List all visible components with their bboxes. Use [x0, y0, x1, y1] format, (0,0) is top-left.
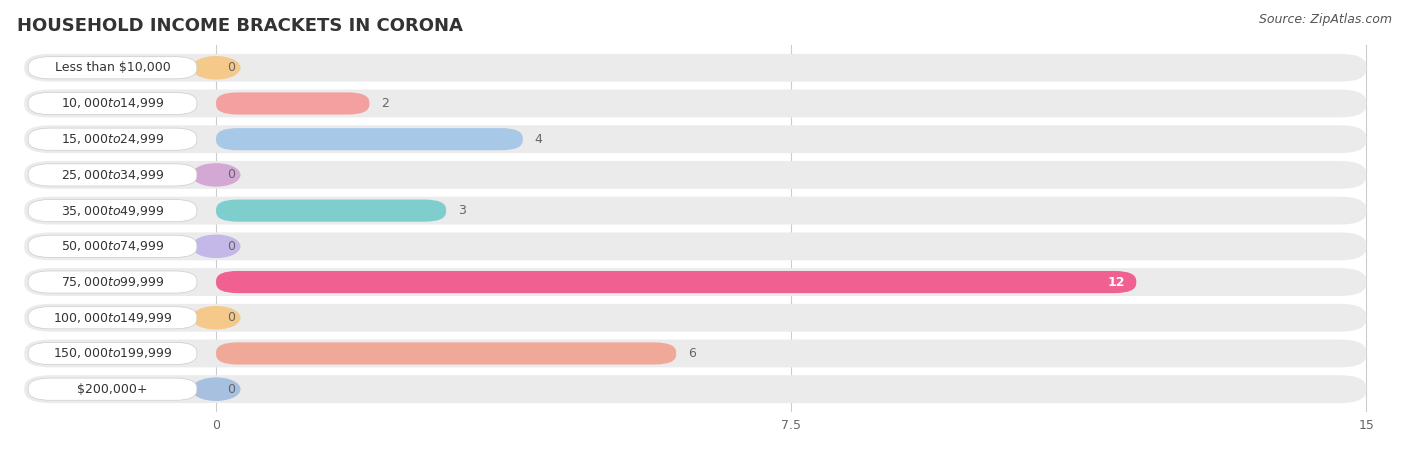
- FancyBboxPatch shape: [28, 199, 197, 222]
- FancyBboxPatch shape: [24, 375, 1367, 403]
- FancyBboxPatch shape: [28, 271, 197, 293]
- FancyBboxPatch shape: [28, 92, 197, 114]
- Text: 0: 0: [228, 383, 236, 396]
- FancyBboxPatch shape: [217, 343, 676, 365]
- FancyBboxPatch shape: [24, 304, 1367, 332]
- Circle shape: [193, 307, 240, 329]
- Text: 4: 4: [534, 133, 543, 145]
- Text: 0: 0: [228, 61, 236, 74]
- FancyBboxPatch shape: [28, 343, 197, 365]
- Text: 12: 12: [1108, 276, 1125, 289]
- Text: $100,000 to $149,999: $100,000 to $149,999: [53, 311, 172, 325]
- Text: 6: 6: [688, 347, 696, 360]
- FancyBboxPatch shape: [24, 161, 1367, 189]
- FancyBboxPatch shape: [217, 271, 1136, 293]
- FancyBboxPatch shape: [217, 92, 370, 114]
- Circle shape: [193, 57, 240, 79]
- Text: 0: 0: [228, 311, 236, 324]
- Text: $200,000+: $200,000+: [77, 383, 148, 396]
- FancyBboxPatch shape: [28, 235, 197, 257]
- FancyBboxPatch shape: [217, 199, 446, 222]
- FancyBboxPatch shape: [28, 128, 197, 150]
- Text: 2: 2: [381, 97, 389, 110]
- Text: $10,000 to $14,999: $10,000 to $14,999: [60, 97, 165, 110]
- Text: $25,000 to $34,999: $25,000 to $34,999: [60, 168, 165, 182]
- Text: 0: 0: [228, 240, 236, 253]
- FancyBboxPatch shape: [28, 164, 197, 186]
- Text: 0: 0: [228, 168, 236, 181]
- FancyBboxPatch shape: [24, 233, 1367, 260]
- FancyBboxPatch shape: [24, 54, 1367, 82]
- Text: $50,000 to $74,999: $50,000 to $74,999: [60, 239, 165, 253]
- Circle shape: [193, 378, 240, 400]
- FancyBboxPatch shape: [24, 197, 1367, 224]
- FancyBboxPatch shape: [28, 378, 197, 400]
- Text: HOUSEHOLD INCOME BRACKETS IN CORONA: HOUSEHOLD INCOME BRACKETS IN CORONA: [17, 17, 463, 35]
- FancyBboxPatch shape: [24, 268, 1367, 296]
- Text: $150,000 to $199,999: $150,000 to $199,999: [53, 347, 172, 361]
- Text: Source: ZipAtlas.com: Source: ZipAtlas.com: [1258, 13, 1392, 26]
- FancyBboxPatch shape: [28, 307, 197, 329]
- Text: Less than $10,000: Less than $10,000: [55, 61, 170, 74]
- Circle shape: [193, 235, 240, 257]
- Text: 3: 3: [457, 204, 465, 217]
- FancyBboxPatch shape: [28, 57, 197, 79]
- FancyBboxPatch shape: [217, 128, 523, 150]
- Text: $35,000 to $49,999: $35,000 to $49,999: [60, 203, 165, 218]
- FancyBboxPatch shape: [24, 339, 1367, 367]
- Circle shape: [193, 164, 240, 186]
- FancyBboxPatch shape: [24, 89, 1367, 117]
- Text: $15,000 to $24,999: $15,000 to $24,999: [60, 132, 165, 146]
- Text: $75,000 to $99,999: $75,000 to $99,999: [60, 275, 165, 289]
- FancyBboxPatch shape: [24, 125, 1367, 153]
